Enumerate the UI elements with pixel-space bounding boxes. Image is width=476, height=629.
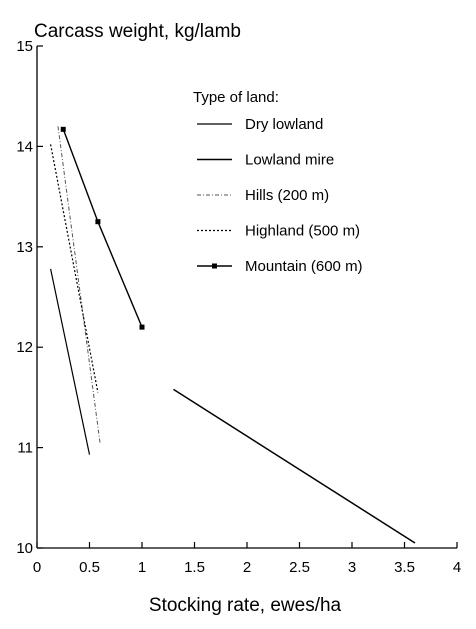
y-tick-label: 14	[16, 138, 33, 155]
x-tick-label: 2.5	[289, 559, 310, 576]
x-tick-label: 2	[243, 559, 251, 576]
series-line-4	[62, 129, 143, 328]
series-line-1	[173, 388, 416, 544]
legend-label: Lowland mire	[245, 152, 334, 169]
legend-label: Highland (500 m)	[245, 223, 360, 240]
y-tick-label: 10	[16, 540, 33, 557]
y-tick-label: 11	[17, 440, 33, 457]
series-line-0	[50, 268, 91, 455]
data-point-marker	[60, 126, 66, 132]
data-point-marker	[139, 324, 145, 330]
y-tick-label: 15	[16, 38, 33, 55]
legend-label: Dry lowland	[245, 116, 323, 133]
y-ticks: 10 11 12 13 14 15	[16, 38, 43, 557]
x-axis-label: Stocking rate, ewes/ha	[149, 595, 342, 616]
x-tick-label: 0.5	[79, 559, 100, 576]
x-tick-label: 3	[348, 559, 356, 576]
series-line-2	[57, 126, 101, 443]
x-tick-label: 3.5	[394, 559, 415, 576]
x-ticks: 0 0.5 1 1.5 2 2.5 3 3.5 4	[33, 542, 461, 576]
data-point-marker	[95, 219, 101, 225]
y-tick-label: 12	[16, 339, 33, 356]
y-tick-label: 13	[16, 239, 33, 256]
x-tick-label: 1.5	[184, 559, 205, 576]
x-tick-label: 1	[138, 559, 146, 576]
legend-title: Type of land:	[193, 89, 279, 106]
legend: Type of land: Dry lowland Lowland mire Hil…	[193, 89, 363, 275]
legend-label: Hills (200 m)	[245, 187, 329, 204]
x-tick-label: 4	[453, 559, 461, 576]
x-tick-label: 0	[33, 559, 41, 576]
legend-label: Mountain (600 m)	[245, 258, 363, 275]
legend-marker	[212, 263, 217, 269]
series-lines	[50, 126, 416, 544]
chart-title: Carcass weight, kg/lamb	[34, 21, 241, 42]
series-line-3	[50, 144, 99, 393]
